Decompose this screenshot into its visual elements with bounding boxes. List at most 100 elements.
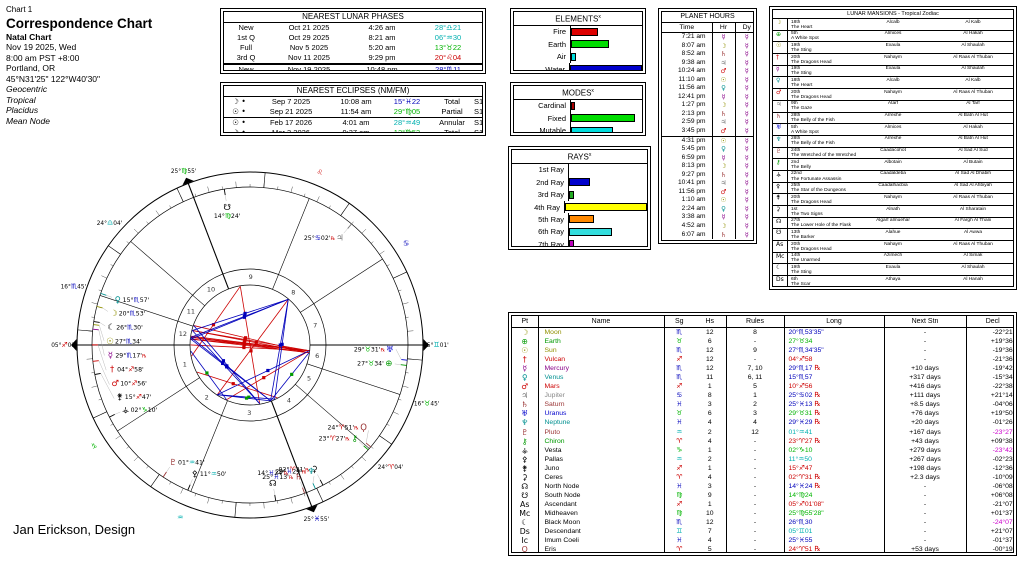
svg-text:27°♏34': 27°♏34': [115, 337, 142, 345]
svg-text:7: 7: [313, 322, 317, 330]
planet-hour-row: 8:07 am ☽ ☿: [662, 41, 753, 51]
svg-text:14°♓24'℞: 14°♓24'℞: [257, 469, 289, 477]
hours-col-dy: Dy: [734, 23, 753, 33]
planet-hour-row: 10:41 pm ♃ ☿: [662, 179, 753, 188]
mansion-row: ♂ 20th Nahaym Al Raas Al Thuban The Dragons …: [773, 89, 1013, 101]
svg-text:25°♍55': 25°♍55': [171, 167, 197, 175]
fire-bar: [571, 27, 599, 36]
bar-row: 7th Ray: [512, 238, 647, 246]
svg-text:☾: ☾: [107, 323, 115, 333]
svg-text:⚳: ⚳: [312, 465, 318, 475]
setting-houses: Placidus: [6, 105, 39, 115]
earth-icon: ⊕: [521, 337, 529, 347]
planet-row-venus: ♀ Venus ♏ 11 6, 11 15°♏57 +317 days -15°34': [512, 373, 1013, 383]
svg-text:♃: ♃: [336, 234, 344, 244]
mansion-row: ☊ 27th Algarf almuehar Al Fargh Al Thani The…: [773, 217, 1013, 230]
setting-centricity: Geocentric: [6, 84, 48, 94]
eris-icon: Ϙ: [521, 545, 528, 553]
planet-row-vulcan: † Vulcan ♐ 12-04°♐58- -21°36': [512, 355, 1013, 365]
rays-panel: RAYSx 1st Ray 2nd Ray 3rd Ray 4th Ray 5th Ra…: [508, 146, 651, 250]
svg-text:⚴: ⚴: [192, 470, 198, 480]
setting-zodiac: Tropical: [6, 94, 36, 105]
svg-text:10: 10: [207, 285, 215, 293]
mansion-row: ☋ 13th Alahue Al Awwa The Barker: [773, 229, 1013, 242]
planet-hour-row: 1:10 am ☉ ☿: [662, 196, 753, 205]
svg-text:14°♍24': 14°♍24': [214, 212, 241, 220]
svg-text:15°♐47': 15°♐47': [125, 393, 152, 401]
sn-icon: ☋: [776, 229, 782, 237]
planet-hour-row: 11:56 am ♀ ☿: [662, 84, 753, 93]
svg-text:02°♑10': 02°♑10': [131, 406, 158, 414]
saturn-icon: ♄: [521, 400, 529, 410]
bar-row: Air: [514, 50, 642, 63]
planet-hour-row: 9:38 am ♃ ☿: [662, 58, 753, 68]
planet-hour-row: 10:24 am ♂ ☿: [662, 67, 753, 76]
lunar-mansions-title: LUNAR MANSIONS - Tropical Zodiac: [773, 10, 1013, 19]
setting-node: Mean Node: [6, 115, 50, 126]
chart-info-block: Chart 1 Correspondence Chart Natal Chart…: [6, 5, 216, 126]
svg-text:Ϙ: Ϙ: [360, 423, 367, 433]
moon-icon: ☽: [776, 19, 782, 26]
sn-icon: ☋: [521, 490, 529, 500]
mansion-row: Mc 14th Azimech Al Simak The Unarmed: [773, 252, 1013, 265]
bar-row: 1st Ray: [512, 163, 647, 177]
mutable-bar: [571, 126, 614, 132]
planet-hour-row: 1:27 pm ☽ ☿: [662, 101, 753, 110]
juno-icon: ⚵: [776, 194, 781, 202]
svg-text:04°♐58': 04°♐58': [117, 366, 144, 374]
svg-text:12: 12: [179, 330, 187, 338]
vesta-icon: ⚶: [521, 445, 529, 455]
neptune-icon: ♆: [521, 418, 529, 428]
svg-text:01°♒41': 01°♒41': [178, 458, 205, 466]
planet-hour-row: 4:31 pm ☉ ☿: [662, 136, 753, 146]
natal-wheel: 05°♐01' ♑ ♒ 25°♓55' 24°♈04' 16°♉45' 05°♊01' ♋ ♌ 2…: [51, 167, 449, 523]
planet-hours-panel: PLANET HOURS Time Hr Dy 7:21 am ☿ ☿ 8:07 am…: [658, 8, 757, 244]
neptune-icon: ♆: [776, 135, 782, 143]
mars-icon: ♂: [776, 89, 782, 97]
planet-row-earth: ⊕ Earth ♉ 6-27°♉34- +19°36': [512, 337, 1013, 347]
svg-text:24°♈51'℞: 24°♈51'℞: [327, 423, 359, 431]
planets-table-body: Pt Name Sg Hs Rules Long Next Stn Decl ☽ Moon ♏ 12 8…: [512, 316, 1013, 553]
lunar-phase-row: 1st Q Oct 29 2025 8:21 am 06°♒30: [237, 33, 462, 42]
lunar-phase-row: 3rd Q Nov 11 2025 9:29 pm 20°♌04: [236, 53, 462, 62]
svg-text:4: 4: [287, 397, 291, 405]
7th-ray-bar: [569, 240, 574, 246]
planet-row-sun: ☉ Sun ♏ 12 9 27°♏34'35" - -19°36': [512, 346, 1013, 356]
sun-icon: ☉: [776, 42, 782, 50]
svg-text:6: 6: [315, 352, 319, 360]
nn-icon: ☊: [521, 481, 529, 491]
bar-row: 5th Ray: [512, 213, 647, 226]
svg-text:♇: ♇: [169, 458, 177, 468]
planet-row-eris: Ϙ Eris ♈ 5-24°♈51 ℞ +53 days -00°19': [512, 545, 1013, 553]
svg-text:⚶: ⚶: [122, 405, 129, 415]
juno-icon: ⚵: [521, 463, 528, 473]
lunar-eclipse-icon: ☽ •: [232, 128, 246, 133]
svg-text:⚵: ⚵: [117, 392, 123, 402]
svg-text:16°♉45': 16°♉45': [414, 399, 440, 407]
mansion-row: ♄ 28th Arrexhe Al Batn Al Hut The Belly of t…: [773, 112, 1013, 125]
solar-eclipse-icon: ☉ •: [232, 107, 246, 116]
solar-eclipse-icon: ☉ •: [232, 118, 246, 127]
chart-date: Nov 19 2025, Wed: [6, 42, 77, 52]
svg-text:29°♏17'℞: 29°♏17'℞: [115, 352, 147, 360]
planet-row-jupiter: ♃ Jupiter ♋ 8 1 25°♋02 ℞ +111 days +21°14': [512, 391, 1013, 401]
elements-bars: Fire Earth Air Water: [514, 25, 642, 70]
svg-text:☉: ☉: [106, 337, 114, 347]
planet-row-ds: Ds Descendant ♊ 7-05°♊01- +21°07': [512, 527, 1013, 537]
svg-text:♒: ♒: [177, 513, 183, 521]
svg-text:23°♈27'℞: 23°♈27'℞: [319, 434, 351, 442]
mansion-row: ⚳ 1st Alnath Al Sharatain The Two Signs: [773, 206, 1013, 218]
svg-text:♅: ♅: [386, 345, 394, 355]
3rd-ray-bar: [569, 190, 574, 199]
sun-icon: ☉: [521, 346, 529, 356]
planet-row-asc: As Ascendant ♐ 1-05°♐01'08" - -21°07': [512, 499, 1013, 509]
planet-hour-row: 12:41 pm ☿ ☿: [662, 92, 753, 102]
venus-icon: ♀: [776, 77, 781, 85]
bar-row: Water: [514, 62, 642, 70]
chart-time: 8:00 am PST +8:00: [6, 52, 80, 63]
chiron-icon: ⚷: [776, 159, 781, 167]
